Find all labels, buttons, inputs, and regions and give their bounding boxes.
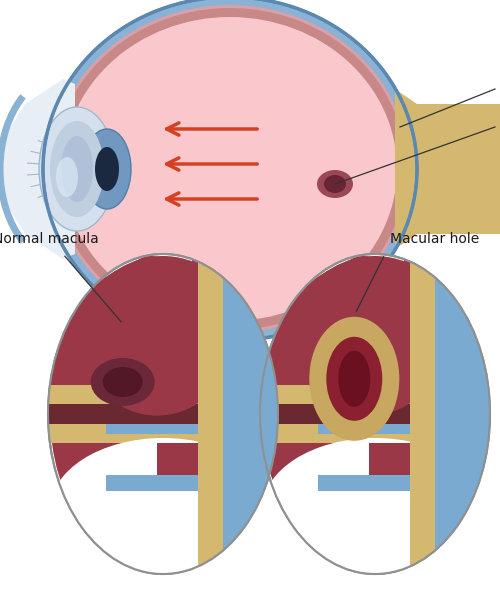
Ellipse shape	[262, 256, 488, 572]
Polygon shape	[212, 254, 234, 574]
Ellipse shape	[56, 157, 78, 197]
Ellipse shape	[39, 107, 115, 231]
Polygon shape	[403, 111, 500, 131]
Polygon shape	[48, 404, 278, 424]
Ellipse shape	[262, 438, 488, 582]
Ellipse shape	[48, 254, 278, 574]
Polygon shape	[435, 254, 490, 574]
Ellipse shape	[50, 438, 276, 582]
Ellipse shape	[61, 136, 93, 202]
Ellipse shape	[317, 170, 353, 198]
Ellipse shape	[310, 317, 400, 441]
Ellipse shape	[80, 34, 380, 304]
Ellipse shape	[82, 262, 232, 416]
Polygon shape	[106, 424, 278, 434]
Polygon shape	[260, 404, 490, 424]
Ellipse shape	[262, 259, 488, 521]
Ellipse shape	[51, 5, 409, 333]
Ellipse shape	[63, 17, 397, 321]
Text: Normal macula: Normal macula	[0, 232, 99, 246]
Polygon shape	[195, 254, 241, 574]
Polygon shape	[410, 254, 490, 574]
Polygon shape	[405, 161, 500, 168]
Polygon shape	[157, 443, 198, 475]
Polygon shape	[260, 385, 490, 443]
Polygon shape	[198, 254, 278, 574]
Ellipse shape	[300, 256, 427, 572]
Polygon shape	[48, 385, 278, 443]
Ellipse shape	[88, 256, 215, 572]
Polygon shape	[106, 475, 244, 491]
Ellipse shape	[50, 259, 276, 521]
Ellipse shape	[326, 337, 382, 421]
Polygon shape	[403, 207, 500, 227]
Ellipse shape	[338, 351, 370, 407]
Polygon shape	[404, 254, 409, 385]
Ellipse shape	[50, 121, 104, 217]
Polygon shape	[192, 254, 198, 385]
Ellipse shape	[91, 358, 155, 406]
Ellipse shape	[63, 17, 397, 321]
Ellipse shape	[54, 8, 406, 330]
Polygon shape	[424, 254, 446, 574]
Ellipse shape	[95, 147, 119, 191]
Ellipse shape	[50, 256, 276, 572]
Polygon shape	[407, 254, 453, 574]
Polygon shape	[0, 79, 75, 259]
Polygon shape	[223, 254, 278, 574]
Ellipse shape	[51, 5, 409, 333]
Ellipse shape	[43, 0, 417, 341]
Ellipse shape	[294, 262, 444, 416]
Polygon shape	[318, 424, 490, 434]
Polygon shape	[318, 475, 456, 491]
Ellipse shape	[324, 175, 346, 193]
Ellipse shape	[103, 367, 143, 397]
Ellipse shape	[43, 0, 417, 341]
Polygon shape	[405, 179, 500, 214]
Ellipse shape	[54, 8, 406, 330]
Polygon shape	[405, 124, 500, 159]
Polygon shape	[405, 170, 500, 177]
Ellipse shape	[77, 31, 383, 307]
Text: Macular hole: Macular hole	[390, 232, 479, 246]
Polygon shape	[369, 443, 410, 475]
Polygon shape	[395, 89, 500, 249]
Ellipse shape	[83, 129, 131, 209]
Ellipse shape	[260, 254, 490, 574]
